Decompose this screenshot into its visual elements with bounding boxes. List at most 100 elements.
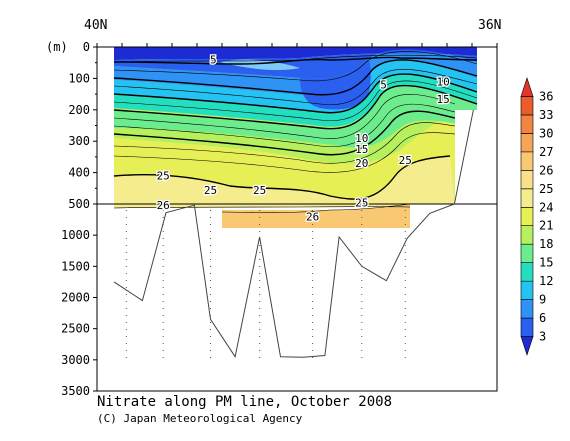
colorbar-swatch xyxy=(520,262,534,282)
contour-line xyxy=(221,203,411,213)
contour-label-text: 10 xyxy=(436,76,449,89)
contour-label: 25 xyxy=(354,195,370,211)
contour-line xyxy=(113,59,478,96)
depth-tick-label: 1000 xyxy=(61,228,90,242)
colorbar-swatch xyxy=(520,299,534,319)
contour-line xyxy=(113,80,478,122)
station-markers xyxy=(125,210,406,360)
depth-tick-label: 2500 xyxy=(61,322,90,336)
contour-label-text: 26 xyxy=(306,210,319,223)
contour-label: 15 xyxy=(354,142,370,158)
contour-line xyxy=(113,103,456,148)
colorbar-swatch xyxy=(520,188,534,208)
colorbar-swatch xyxy=(520,317,534,337)
contour-label-text: 25 xyxy=(355,196,368,209)
band-6-9-deep xyxy=(300,59,371,110)
depth-tick-label: 100 xyxy=(68,71,90,85)
contour-line xyxy=(113,94,456,139)
contour-label-text: 25 xyxy=(253,184,266,197)
chart-credit: (C) Japan Meteorological Agency xyxy=(97,412,303,425)
contour-label-text: 25 xyxy=(399,154,412,167)
contour-label-text: 25 xyxy=(157,170,170,183)
latitude-axis xyxy=(96,43,498,47)
contour-label-text: 26 xyxy=(157,199,170,212)
no-data-deep-right xyxy=(410,204,477,230)
band-18-21 xyxy=(114,85,477,148)
no-data-top-right xyxy=(455,110,477,205)
contour-line xyxy=(113,84,478,130)
no-data-masks xyxy=(114,110,477,230)
colorbar-tick-label: 21 xyxy=(539,219,553,233)
plot-area xyxy=(113,47,478,230)
contour-label: 20 xyxy=(354,156,370,172)
band-light-blue-eddy xyxy=(220,59,300,70)
contour-label: 25 xyxy=(252,183,268,199)
contour-lines xyxy=(113,51,478,213)
chart-title: Nitrate along PM line, October 2008 xyxy=(97,394,393,410)
contour-line xyxy=(113,51,478,82)
contour-label-text: 15 xyxy=(355,143,368,156)
colorbar-tick-label: 6 xyxy=(539,311,546,325)
contour-line xyxy=(113,110,456,156)
colorbar-tick-label: 27 xyxy=(539,145,553,159)
colorbar-tick-label: 26 xyxy=(539,163,553,177)
colorbar-tick-label: 36 xyxy=(539,89,553,103)
contour-label-text: 25 xyxy=(204,184,217,197)
band-15-18 xyxy=(114,73,477,127)
depth-axis: 0 100 200 300 400 500 1000 1500 2000 2500 3000 3500 xyxy=(61,40,97,398)
colorbar-swatch xyxy=(520,225,534,245)
band-26-27-deep xyxy=(222,204,410,228)
contour-line xyxy=(113,122,456,164)
contour-line xyxy=(113,56,478,65)
contour-label: 10 xyxy=(354,131,370,147)
contour-label: 26 xyxy=(305,209,321,225)
depth-tick-label: 1500 xyxy=(61,259,90,273)
colorbar-tick-label: 25 xyxy=(539,182,553,196)
contour-label: 25 xyxy=(203,183,219,199)
contour-line xyxy=(113,132,456,173)
colorbar-tick-label: 24 xyxy=(539,200,553,214)
x-edge-label-left: 40N xyxy=(84,18,107,33)
colorbar-swatch xyxy=(520,206,534,227)
contour-label-text: 5 xyxy=(380,79,387,92)
depth-tick-label: 2000 xyxy=(61,291,90,305)
colorbar-tick-label: 15 xyxy=(539,256,553,270)
no-data-deep-left xyxy=(114,210,222,230)
colorbar-tick-label: 18 xyxy=(539,237,553,251)
contour-label-text: 20 xyxy=(355,157,368,170)
bottom-topography xyxy=(113,109,474,358)
band-6-9 xyxy=(114,49,477,79)
depth-tick-label: 300 xyxy=(68,134,90,148)
colorbar-tick-label: 30 xyxy=(539,126,553,140)
contour-line xyxy=(113,69,478,106)
x-edge-label-right: 36N xyxy=(478,18,501,33)
colorbar-swatch xyxy=(520,336,534,356)
colorbar-tick-label: 3 xyxy=(539,330,546,344)
band-12-15 xyxy=(114,60,477,113)
band-25-26 xyxy=(114,156,455,205)
depth-tick-label: 200 xyxy=(68,103,90,117)
contour-line xyxy=(113,155,451,200)
contour-label-text: 10 xyxy=(355,132,368,145)
y-unit-label: (m) xyxy=(46,40,68,54)
contour-label: 25 xyxy=(397,153,413,169)
colorbar-swatch xyxy=(520,243,534,263)
contour-label: 5 xyxy=(209,52,218,67)
colorbar-tick-label: 9 xyxy=(539,293,546,307)
contour-label: 26 xyxy=(155,198,171,214)
contour-label: 10 xyxy=(435,74,451,90)
contour-label: 15 xyxy=(435,92,451,108)
colorbar-swatch xyxy=(520,170,534,190)
contour-label: 5 xyxy=(379,77,388,93)
depth-tick-label: 3500 xyxy=(61,384,90,398)
contour-label-text: 15 xyxy=(436,93,449,106)
contour-label: 25 xyxy=(155,168,171,184)
colorbar-swatch xyxy=(520,96,534,116)
colorbar-swatch xyxy=(520,114,534,134)
depth-tick-label: 400 xyxy=(68,166,90,180)
colorbar-swatch xyxy=(520,280,534,300)
band-3-6 xyxy=(114,47,477,60)
